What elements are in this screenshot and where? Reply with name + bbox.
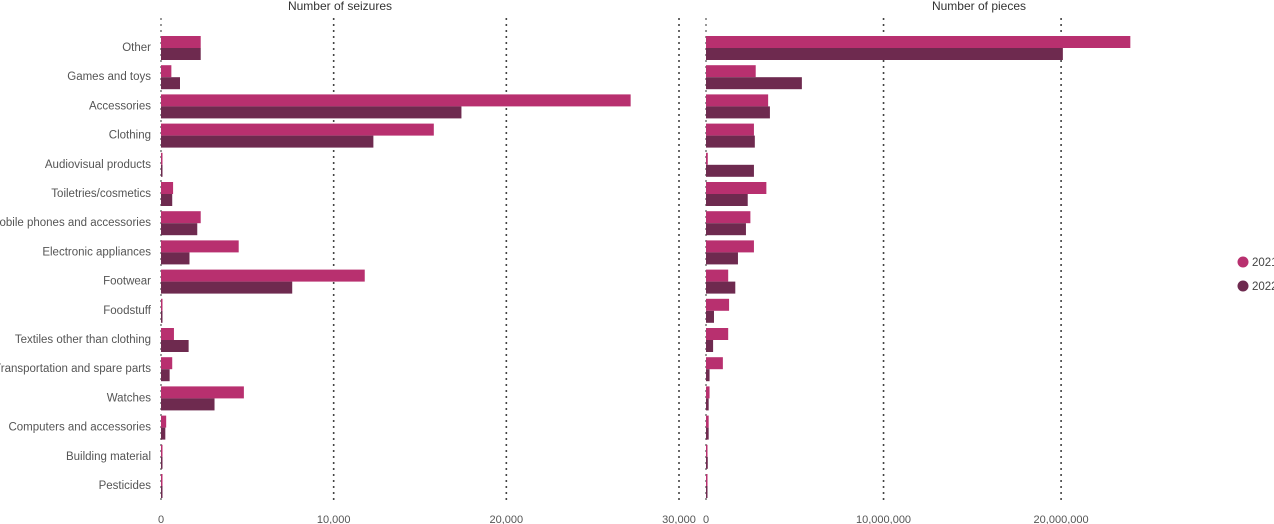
bar-transportation-and-spare-parts-2022	[706, 369, 710, 382]
bar-textiles-other-than-clothing-2021	[161, 328, 174, 340]
bar-audiovisual-products-2022	[706, 164, 754, 177]
panel-title: Number of seizures	[288, 0, 392, 13]
category-label-watches: Watches	[107, 392, 152, 404]
bar-clothing-2022	[161, 135, 374, 148]
category-label-building-material: Building material	[66, 451, 151, 463]
bar-other-2022	[706, 48, 1063, 60]
bar-building-material-2022	[161, 456, 163, 469]
bar-building-material-2022	[706, 456, 708, 469]
bar-computers-and-accessories-2022	[706, 427, 709, 440]
bar-clothing-2022	[706, 135, 755, 148]
category-label-computers-and-accessories: Computers and accessories	[8, 422, 151, 434]
bar-toiletries-cosmetics-2021	[706, 182, 767, 194]
bar-footwear-2022	[161, 281, 293, 294]
bar-computers-and-accessories-2022	[161, 427, 166, 440]
category-label-audiovisual-products: Audiovisual products	[45, 159, 151, 171]
x-tick-label: 10,000	[317, 514, 351, 524]
bar-computers-and-accessories-2021	[161, 415, 167, 428]
bar-computers-and-accessories-2021	[706, 415, 709, 428]
legend-swatch-2021	[1237, 256, 1249, 268]
category-label-pesticides: Pesticides	[99, 480, 152, 492]
x-tick-label: 20,000,000	[1034, 514, 1089, 524]
bar-foodstuff-2022	[161, 310, 163, 323]
bar-footwear-2021	[706, 269, 729, 282]
bar-accessories-2021	[161, 94, 631, 107]
bar-pesticides-2022	[706, 486, 708, 498]
bar-watches-2022	[161, 398, 215, 411]
bar-mobile-phones-and-accessories-2022	[706, 223, 746, 236]
bar-other-2022	[161, 48, 201, 60]
legend-swatch-2022	[1237, 280, 1249, 292]
category-label-mobile-phones-and-accessories: Mobile phones and accessories	[0, 217, 151, 229]
category-label-clothing: Clothing	[109, 130, 151, 142]
bar-transportation-and-spare-parts-2021	[706, 357, 723, 370]
x-tick-label: 10,000,000	[856, 514, 911, 524]
bar-games-and-toys-2022	[161, 77, 180, 90]
category-label-textiles-other-than-clothing: Textiles other than clothing	[15, 334, 151, 346]
bar-accessories-2022	[161, 106, 462, 119]
category-label-transportation-and-spare-parts: Transportation and spare parts	[0, 363, 151, 375]
bar-audiovisual-products-2021	[161, 152, 163, 165]
category-label-accessories: Accessories	[89, 100, 151, 112]
bar-clothing-2021	[161, 123, 434, 136]
bar-textiles-other-than-clothing-2022	[706, 340, 714, 352]
x-tick-label: 30,000	[662, 514, 696, 524]
bar-foodstuff-2021	[161, 298, 163, 311]
x-tick-label: 0	[703, 514, 709, 524]
category-label-foodstuff: Foodstuff	[103, 305, 152, 317]
bar-accessories-2021	[706, 94, 769, 107]
category-label-footwear: Footwear	[103, 276, 151, 288]
bar-mobile-phones-and-accessories-2021	[706, 211, 751, 224]
category-label-games-and-toys: Games and toys	[67, 71, 151, 83]
pieces-panel: Number of pieces 0 10,000,000 20,000,000	[703, 0, 1131, 524]
seizures-panel: Number of seizures 0 10,000 20,000 30,000 Oth…	[0, 0, 696, 524]
panel-title: Number of pieces	[932, 0, 1026, 13]
bar-audiovisual-products-2021	[706, 152, 708, 165]
bar-textiles-other-than-clothing-2021	[706, 328, 729, 340]
bar-audiovisual-products-2022	[161, 164, 163, 177]
bar-watches-2021	[161, 386, 244, 399]
bar-other-2021	[161, 36, 201, 48]
bar-building-material-2021	[706, 444, 708, 457]
x-tick-label: 20,000	[490, 514, 524, 524]
bar-mobile-phones-and-accessories-2021	[161, 211, 201, 224]
bar-games-and-toys-2021	[706, 65, 756, 78]
bar-accessories-2022	[706, 106, 770, 119]
bar-toiletries-cosmetics-2022	[161, 194, 173, 206]
bar-clothing-2021	[706, 123, 754, 136]
bar-textiles-other-than-clothing-2022	[161, 340, 189, 352]
bar-pesticides-2021	[706, 474, 708, 486]
bar-pesticides-2022	[161, 486, 163, 498]
bar-toiletries-cosmetics-2022	[706, 194, 748, 206]
bar-watches-2021	[706, 386, 710, 399]
bar-watches-2022	[706, 398, 709, 411]
x-tick-label: 0	[158, 514, 164, 524]
legend-label-2021: 2021	[1252, 257, 1274, 269]
category-label-electronic-appliances: Electronic appliances	[42, 246, 151, 258]
bar-pesticides-2021	[161, 474, 163, 486]
bar-electronic-appliances-2021	[706, 240, 754, 253]
bar-games-and-toys-2021	[161, 65, 172, 78]
bar-electronic-appliances-2022	[706, 252, 738, 265]
bar-building-material-2021	[161, 444, 163, 457]
bar-transportation-and-spare-parts-2021	[161, 357, 173, 370]
bar-other-2021	[706, 36, 1131, 48]
bar-electronic-appliances-2021	[161, 240, 239, 253]
category-label-other: Other	[122, 42, 151, 54]
bar-footwear-2022	[706, 281, 736, 294]
bar-foodstuff-2022	[706, 310, 714, 323]
bar-foodstuff-2021	[706, 298, 730, 311]
bar-mobile-phones-and-accessories-2022	[161, 223, 198, 236]
bar-games-and-toys-2022	[706, 77, 802, 90]
bar-electronic-appliances-2022	[161, 252, 190, 265]
bar-transportation-and-spare-parts-2022	[161, 369, 170, 382]
category-label-toiletries-cosmetics: Toiletries/cosmetics	[51, 188, 151, 200]
bar-footwear-2021	[161, 269, 365, 282]
bar-toiletries-cosmetics-2021	[161, 182, 174, 194]
